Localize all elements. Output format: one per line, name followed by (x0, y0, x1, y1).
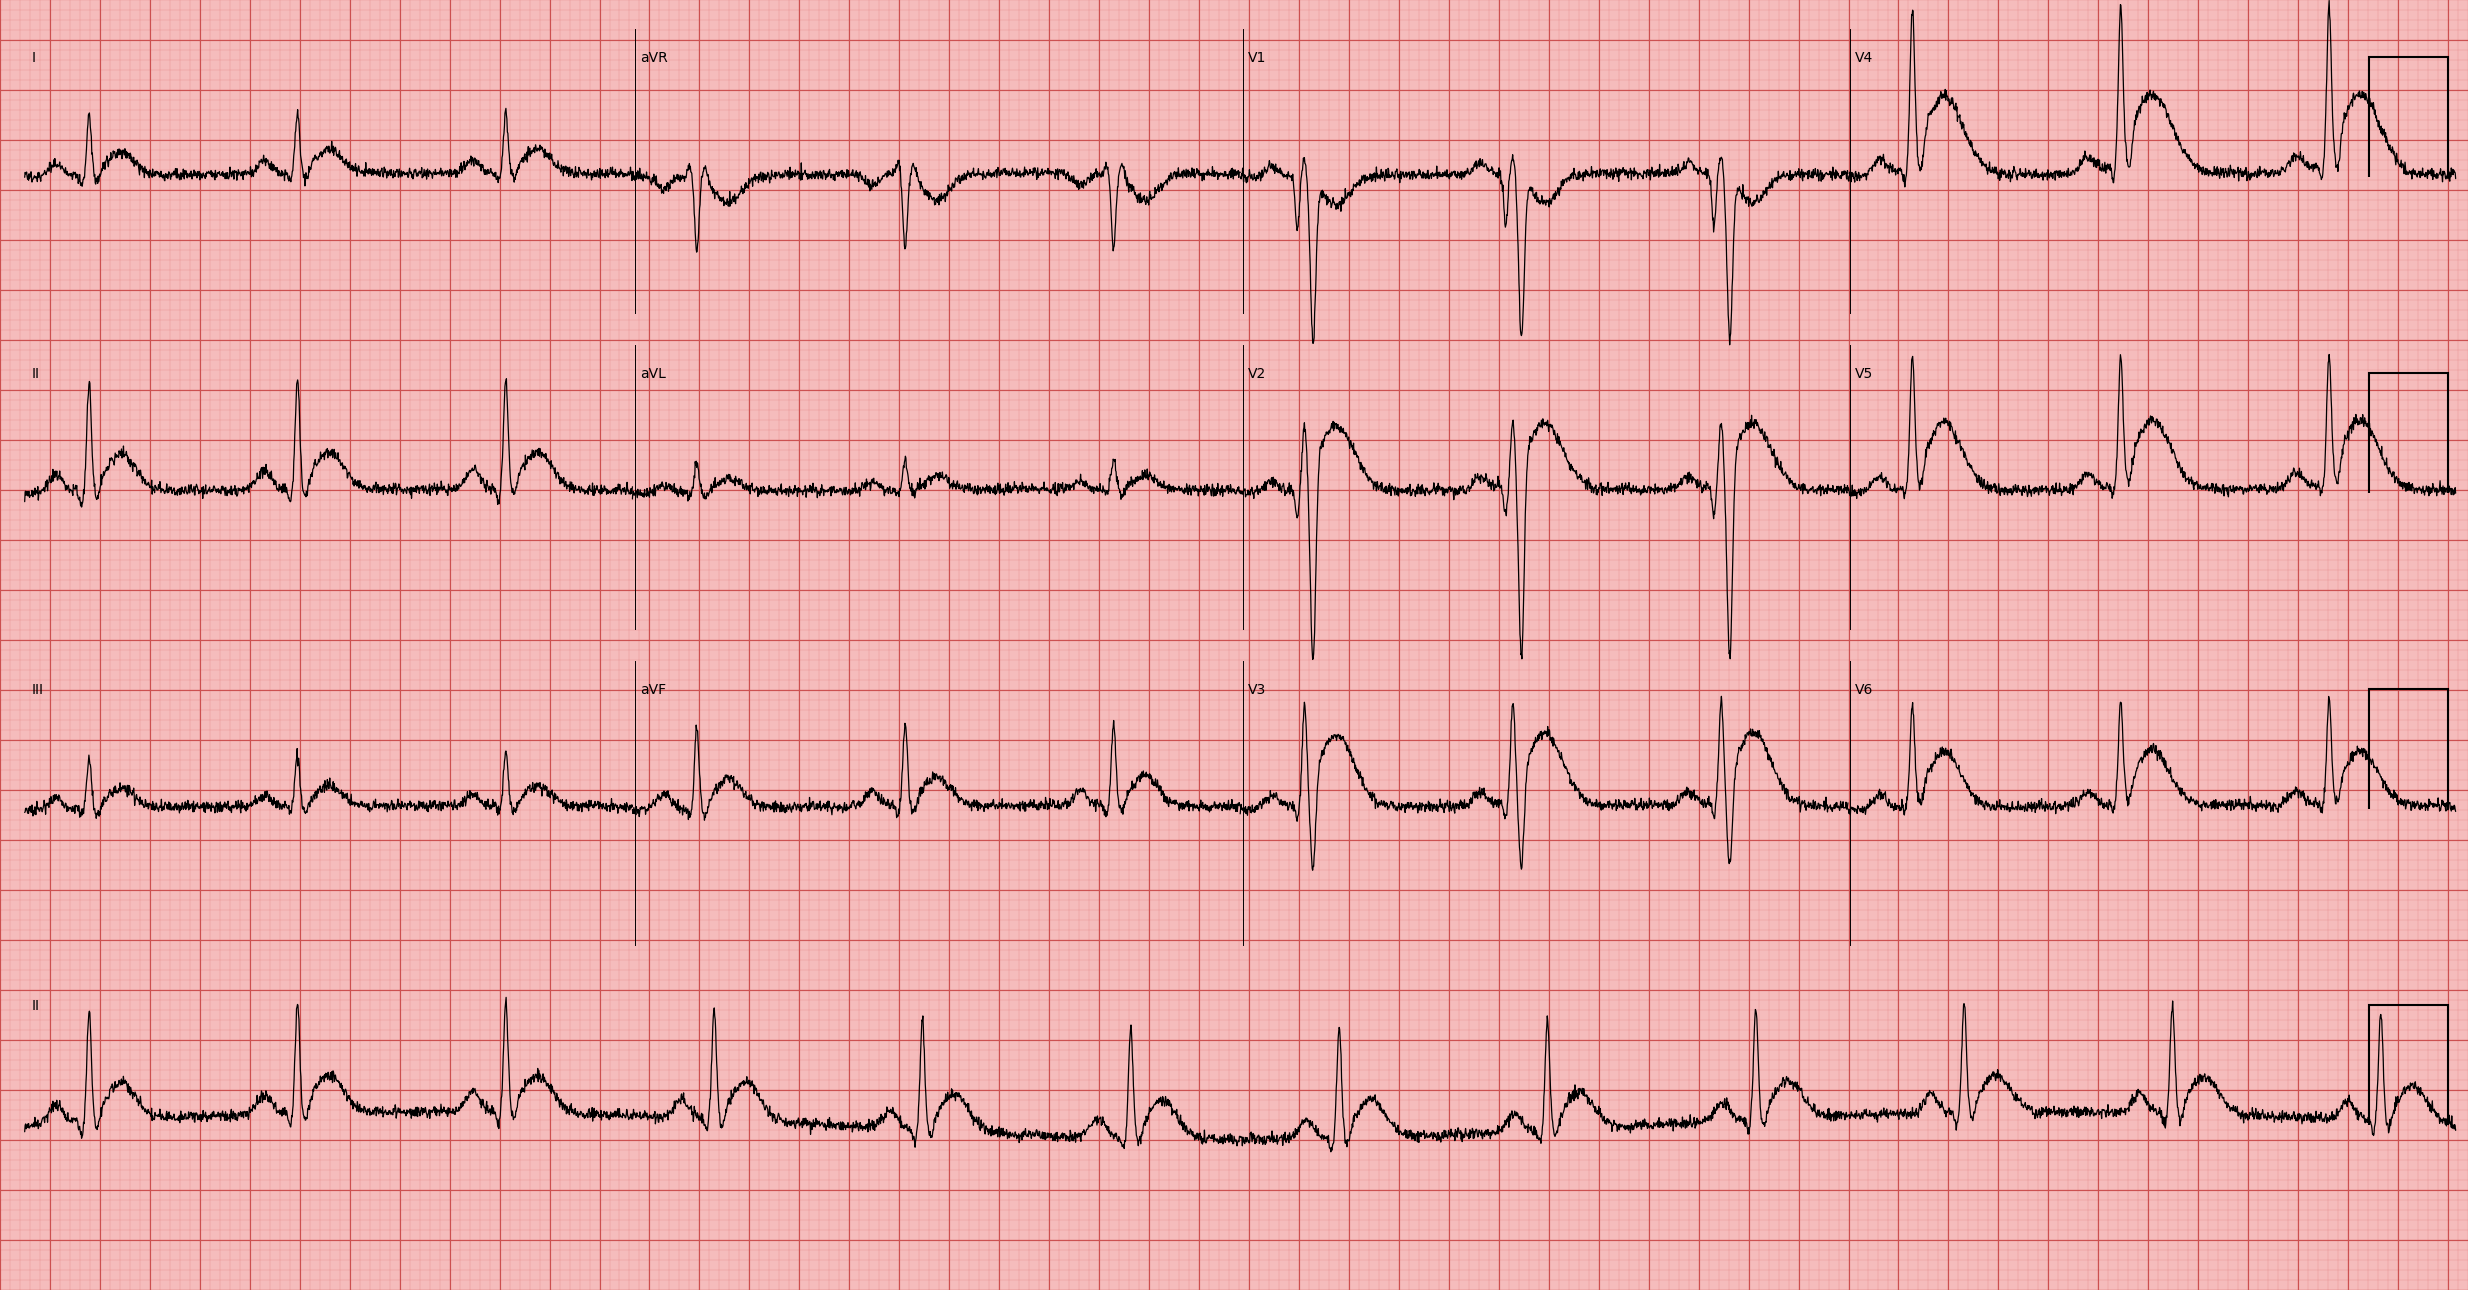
Text: aVF: aVF (639, 682, 666, 697)
Text: V2: V2 (1246, 366, 1266, 381)
Text: V6: V6 (1856, 682, 1873, 697)
Text: V5: V5 (1856, 366, 1873, 381)
Text: I: I (32, 50, 37, 64)
Text: aVL: aVL (639, 366, 666, 381)
Text: II: II (32, 998, 39, 1013)
Text: V3: V3 (1246, 682, 1266, 697)
Text: III: III (32, 682, 44, 697)
Text: V4: V4 (1856, 50, 1873, 64)
Text: aVR: aVR (639, 50, 666, 64)
Text: V1: V1 (1246, 50, 1266, 64)
Text: II: II (32, 366, 39, 381)
